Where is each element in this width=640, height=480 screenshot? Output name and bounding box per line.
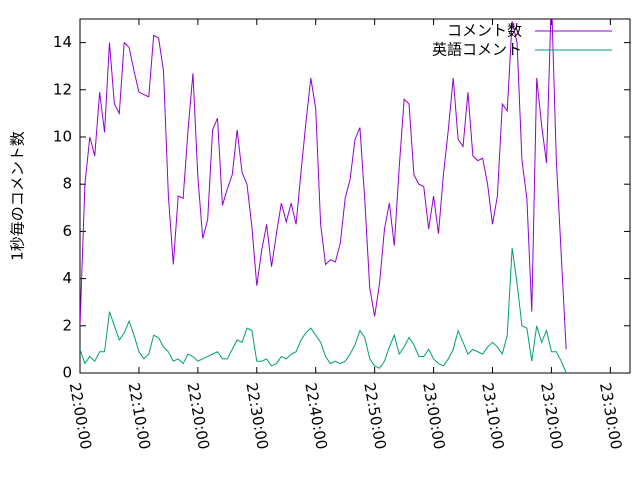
y-tick-label: 4 bbox=[62, 269, 72, 287]
y-tick-label: 12 bbox=[53, 80, 72, 98]
x-tick-label: 22:40:00 bbox=[301, 381, 330, 450]
plot-frame bbox=[79, 18, 631, 374]
y-tick-label: 2 bbox=[62, 316, 72, 334]
plot-area bbox=[80, 19, 567, 373]
x-tick-label: 23:10:00 bbox=[478, 381, 507, 450]
y-tick-label: 6 bbox=[62, 222, 72, 240]
series-line bbox=[80, 19, 567, 350]
y-axis-label: 1秒毎のコメント数 bbox=[9, 131, 27, 261]
y-tick-label: 0 bbox=[62, 364, 72, 382]
legend-label: コメント数 bbox=[447, 22, 522, 40]
y-tick-label: 8 bbox=[62, 175, 72, 193]
legend-label: 英語コメント bbox=[432, 41, 522, 59]
x-tick-label: 22:50:00 bbox=[360, 381, 389, 450]
x-tick-label: 22:10:00 bbox=[125, 381, 154, 450]
x-tick-label: 22:20:00 bbox=[183, 381, 212, 450]
x-tick-label: 22:30:00 bbox=[242, 381, 271, 450]
series-line bbox=[80, 247, 567, 373]
x-tick-label: 23:30:00 bbox=[596, 381, 625, 450]
y-tick-label: 10 bbox=[53, 128, 72, 146]
x-tick-label: 23:20:00 bbox=[537, 381, 566, 450]
y-tick-label: 14 bbox=[53, 33, 72, 51]
x-tick-label: 22:00:00 bbox=[66, 381, 95, 450]
x-tick-label: 23:00:00 bbox=[419, 381, 448, 450]
